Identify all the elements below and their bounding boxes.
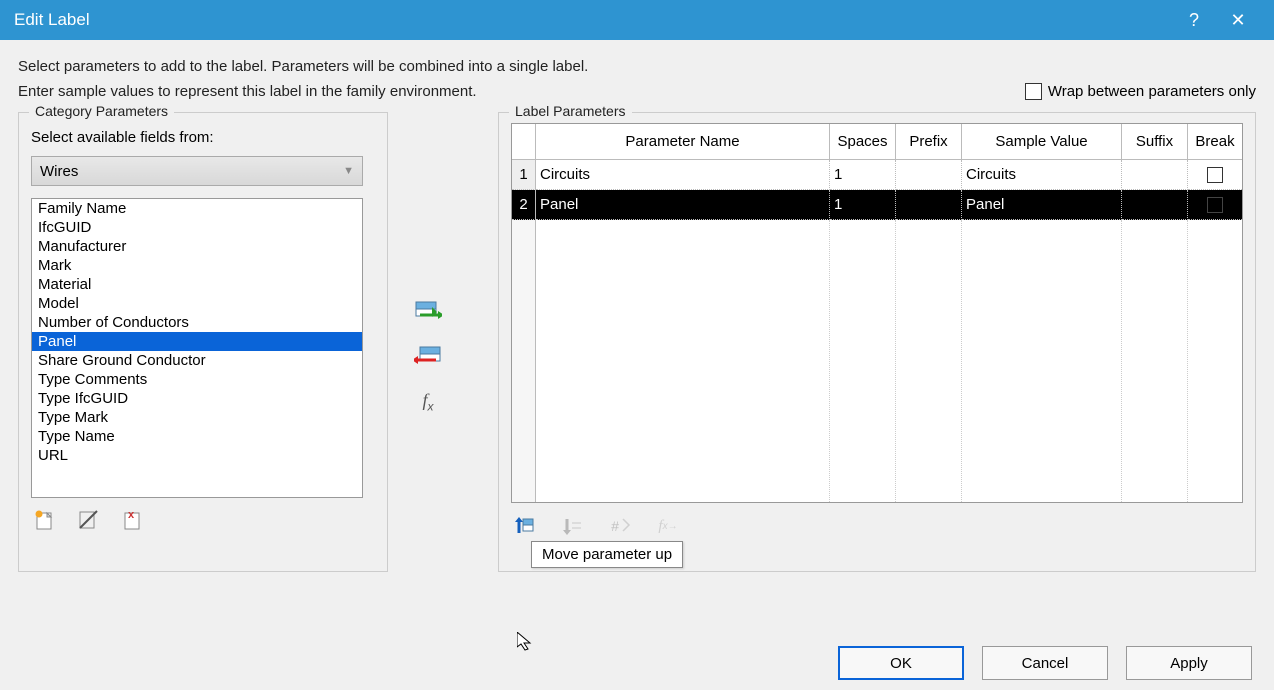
- tooltip: Move parameter up: [531, 541, 683, 568]
- list-item[interactable]: Mark: [32, 256, 362, 275]
- list-item[interactable]: Share Ground Conductor: [32, 351, 362, 370]
- wrap-checkbox-label: Wrap between parameters only: [1048, 83, 1256, 100]
- list-item[interactable]: Number of Conductors: [32, 313, 362, 332]
- transfer-buttons: fx: [414, 300, 442, 414]
- cell-prefix[interactable]: [896, 190, 962, 220]
- list-item[interactable]: Family Name: [32, 199, 362, 218]
- cell-spaces[interactable]: 1: [830, 160, 896, 190]
- edit-parameter-button[interactable]: [75, 506, 101, 532]
- help-button[interactable]: ?: [1172, 10, 1216, 31]
- instruction-1: Select parameters to add to the label. P…: [18, 58, 1256, 75]
- move-up-button[interactable]: [511, 513, 537, 539]
- col-spaces: Spaces: [830, 124, 896, 160]
- list-item[interactable]: IfcGUID: [32, 218, 362, 237]
- col-parameter-name: Parameter Name: [536, 124, 830, 160]
- combo-value: Wires: [40, 163, 78, 180]
- col-suffix: Suffix: [1122, 124, 1188, 160]
- add-to-label-button[interactable]: [414, 300, 442, 325]
- ok-button[interactable]: OK: [838, 646, 964, 680]
- list-item[interactable]: Type Mark: [32, 408, 362, 427]
- move-down-button[interactable]: [559, 513, 585, 539]
- row-number: 2: [512, 190, 536, 220]
- category-legend: Category Parameters: [29, 103, 174, 119]
- col-break: Break: [1188, 124, 1242, 160]
- close-button[interactable]: ✕: [1216, 10, 1260, 31]
- cancel-button[interactable]: Cancel: [982, 646, 1108, 680]
- edit-unit-format-button[interactable]: #: [607, 513, 633, 539]
- list-item[interactable]: Model: [32, 294, 362, 313]
- cell-sample-value[interactable]: Panel: [962, 190, 1122, 220]
- cell-sample-value[interactable]: Circuits: [962, 160, 1122, 190]
- edit-label-dialog: Edit Label ? ✕ Select parameters to add …: [0, 0, 1274, 690]
- list-item[interactable]: Manufacturer: [32, 237, 362, 256]
- chevron-down-icon: ▼: [343, 165, 354, 177]
- label-legend: Label Parameters: [509, 103, 632, 119]
- cell-break[interactable]: [1188, 160, 1242, 190]
- dialog-buttons: OK Cancel Apply: [0, 636, 1274, 690]
- list-item[interactable]: Material: [32, 275, 362, 294]
- apply-button[interactable]: Apply: [1126, 646, 1252, 680]
- col-prefix: Prefix: [896, 124, 962, 160]
- list-item[interactable]: Type Comments: [32, 370, 362, 389]
- wrap-checkbox[interactable]: Wrap between parameters only: [1025, 83, 1256, 100]
- fields-from-combo[interactable]: Wires ▼: [31, 156, 363, 186]
- main-area: Category Parameters Select available fie…: [18, 112, 1256, 628]
- list-item[interactable]: Type IfcGUID: [32, 389, 362, 408]
- cell-suffix[interactable]: [1122, 190, 1188, 220]
- list-item[interactable]: URL: [32, 446, 362, 465]
- table-empty-area: [512, 220, 1242, 502]
- remove-from-label-button[interactable]: [414, 345, 442, 370]
- checkbox-icon: [1025, 83, 1042, 100]
- fx-button[interactable]: fx: [422, 390, 433, 414]
- table-body: 1Circuits1Circuits2Panel1Panel: [512, 160, 1242, 220]
- list-item[interactable]: Type Name: [32, 427, 362, 446]
- label-parameters-group: Label Parameters Parameter Name Spaces P…: [498, 112, 1256, 572]
- cell-parameter-name[interactable]: Circuits: [536, 160, 830, 190]
- fx-small-button[interactable]: fx→: [655, 513, 681, 539]
- label-parameters-table[interactable]: Parameter Name Spaces Prefix Sample Valu…: [511, 123, 1243, 503]
- category-parameters-group: Category Parameters Select available fie…: [18, 112, 388, 572]
- available-fields-list[interactable]: Family NameIfcGUIDManufacturerMarkMateri…: [31, 198, 363, 498]
- col-sample-value: Sample Value: [962, 124, 1122, 160]
- content: Select parameters to add to the label. P…: [0, 40, 1274, 636]
- cell-prefix[interactable]: [896, 160, 962, 190]
- cell-break[interactable]: [1188, 190, 1242, 220]
- delete-parameter-button[interactable]: x: [119, 506, 145, 532]
- list-item[interactable]: Panel: [32, 332, 362, 351]
- svg-text:x: x: [128, 509, 135, 521]
- instruction-2: Enter sample values to represent this la…: [18, 83, 477, 100]
- new-parameter-button[interactable]: [31, 506, 57, 532]
- table-row[interactable]: 1Circuits1Circuits: [512, 160, 1242, 190]
- select-fields-label: Select available fields from:: [31, 129, 375, 146]
- titlebar: Edit Label ? ✕: [0, 0, 1274, 40]
- table-row[interactable]: 2Panel1Panel: [512, 190, 1242, 220]
- cell-parameter-name[interactable]: Panel: [536, 190, 830, 220]
- row-number: 1: [512, 160, 536, 190]
- cell-spaces[interactable]: 1: [830, 190, 896, 220]
- table-header: Parameter Name Spaces Prefix Sample Valu…: [512, 124, 1242, 160]
- cell-suffix[interactable]: [1122, 160, 1188, 190]
- window-title: Edit Label: [14, 10, 1172, 30]
- svg-text:#: #: [611, 518, 619, 534]
